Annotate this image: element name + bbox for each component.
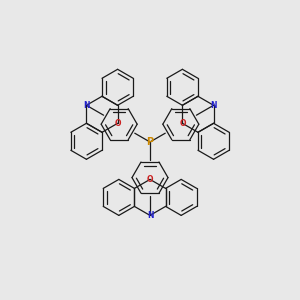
Text: N: N bbox=[210, 101, 217, 110]
Text: O: O bbox=[114, 119, 121, 128]
Text: N: N bbox=[147, 211, 153, 220]
Text: P: P bbox=[146, 137, 154, 147]
Text: O: O bbox=[179, 119, 186, 128]
Text: N: N bbox=[83, 101, 90, 110]
Text: O: O bbox=[147, 175, 153, 184]
